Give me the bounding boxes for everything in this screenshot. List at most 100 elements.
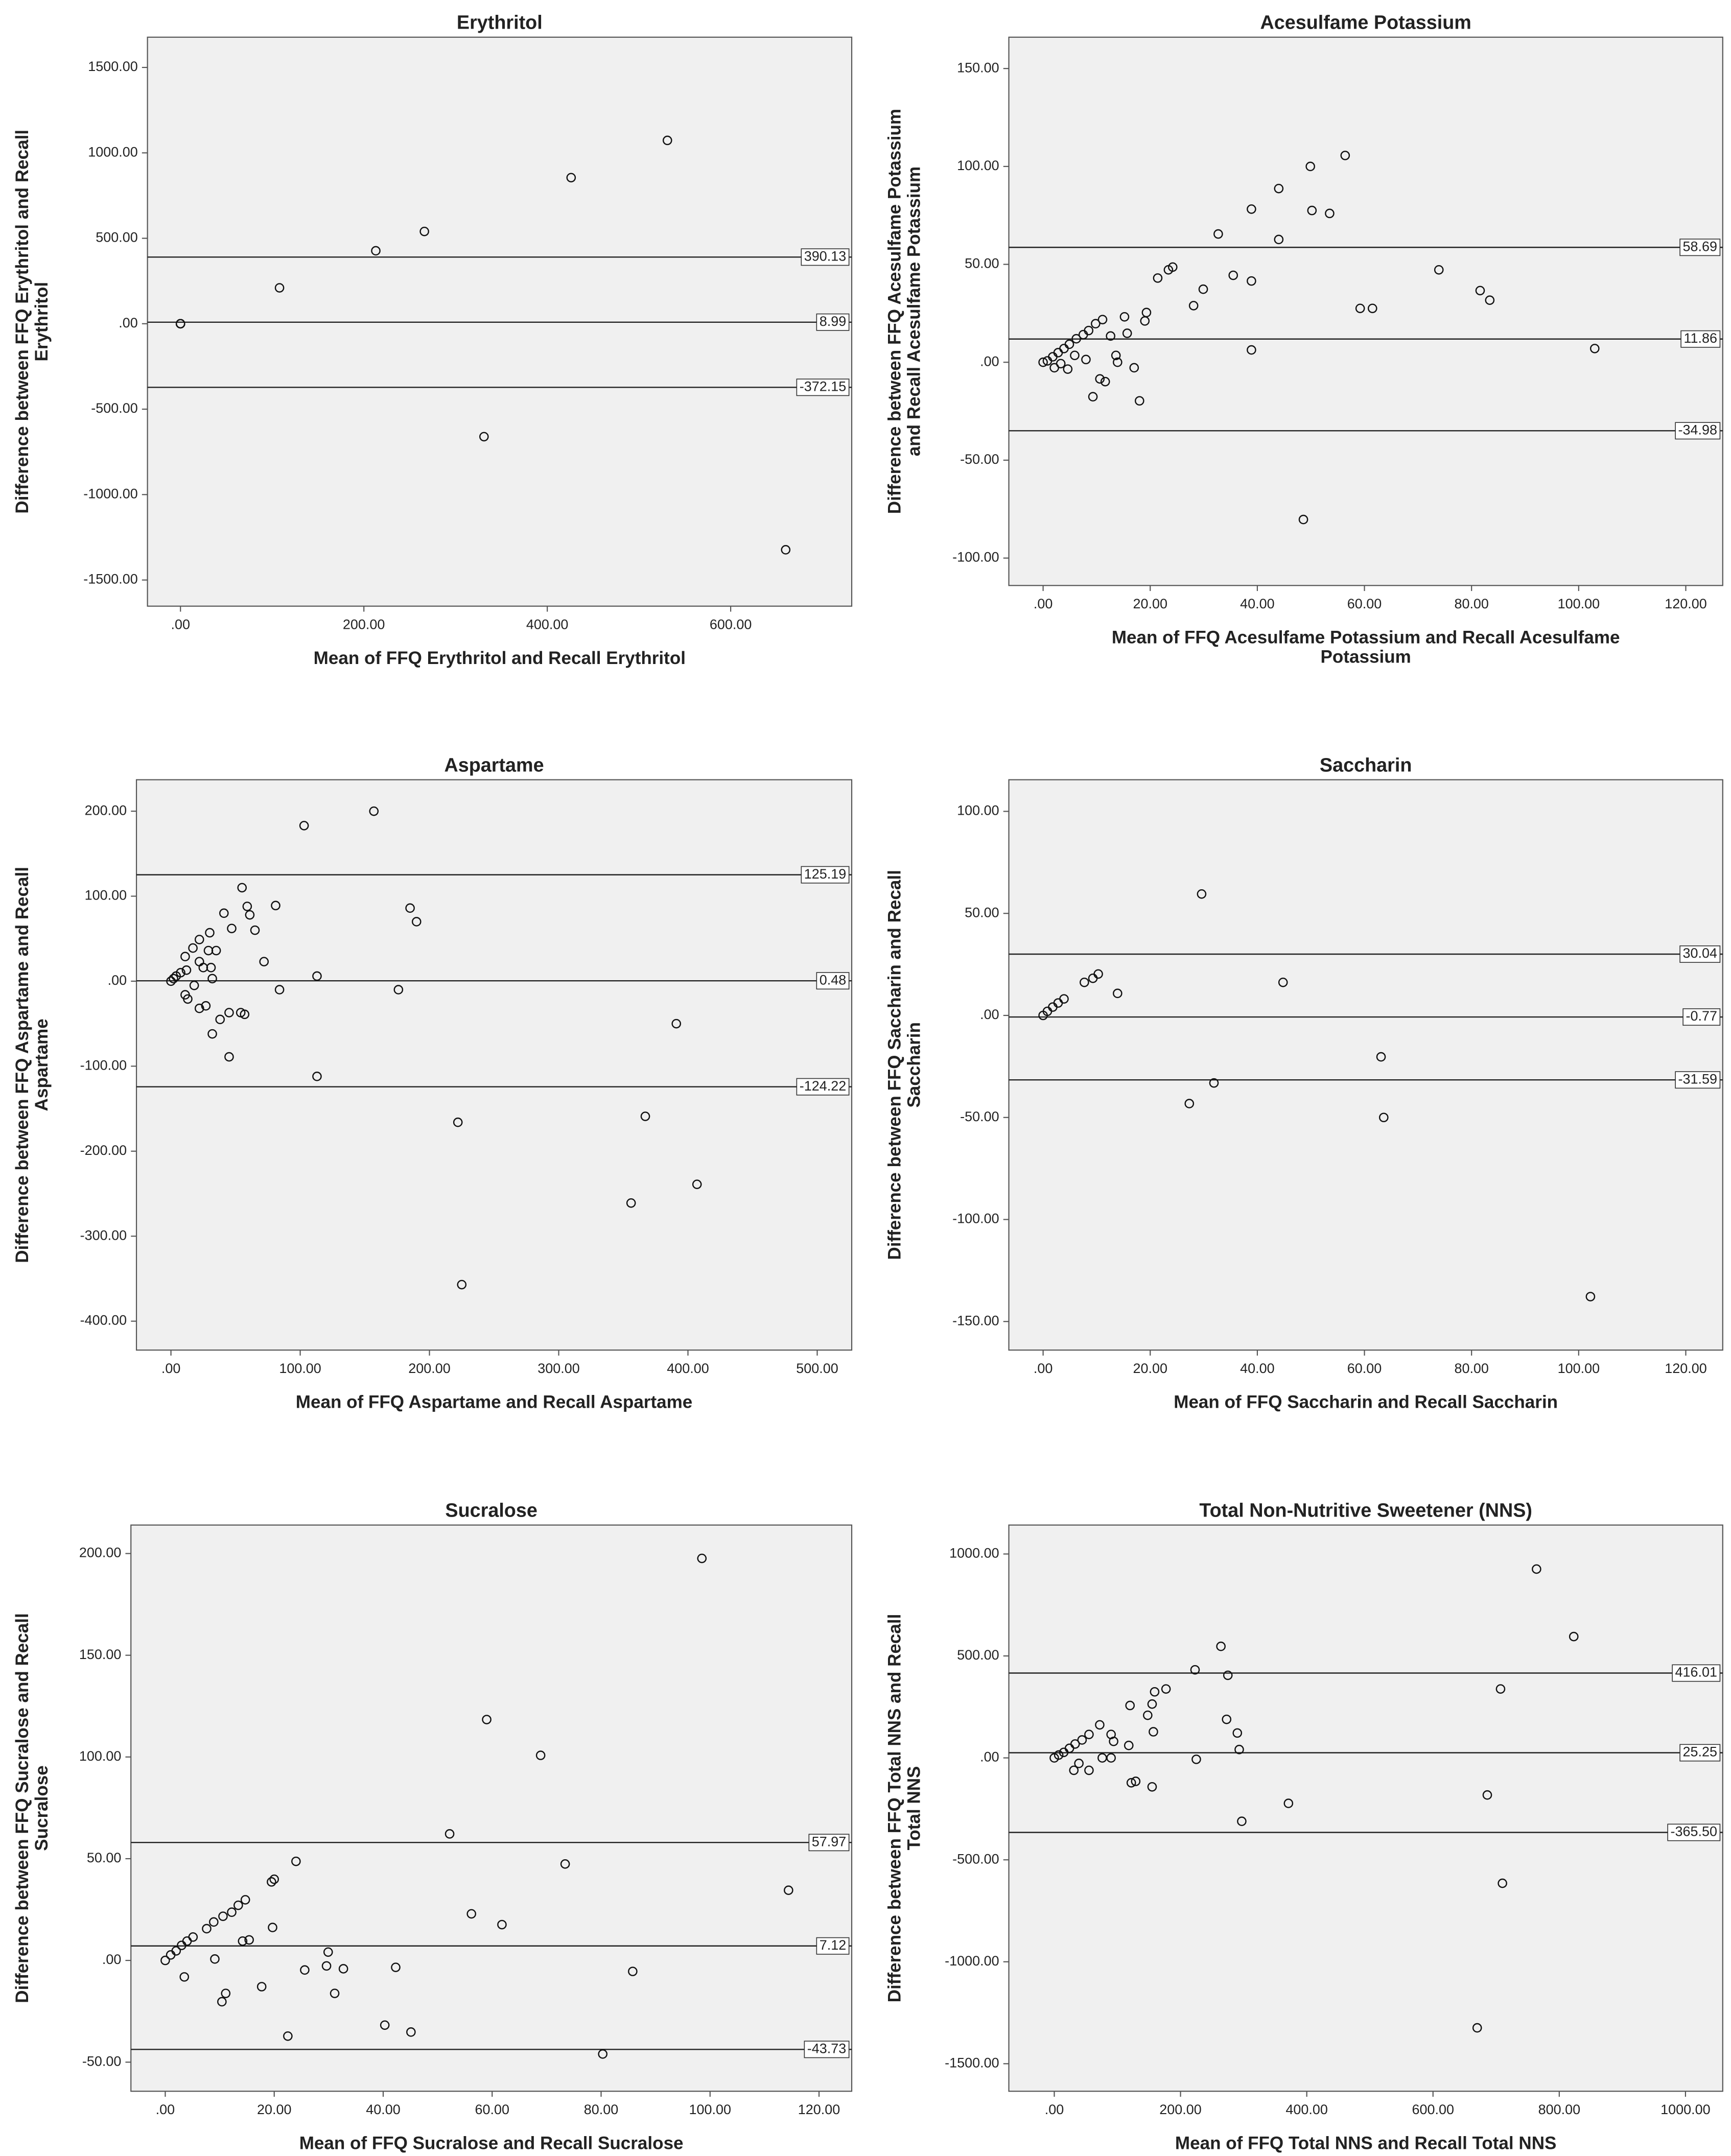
point (166, 1950, 176, 1960)
point (194, 935, 204, 944)
x-tick-label: 100.00 (689, 2102, 732, 2117)
reference-label: -372.15 (800, 378, 846, 394)
reference-label: 8.99 (820, 314, 847, 329)
point (1080, 977, 1089, 987)
reference-label-box (1679, 945, 1721, 963)
point (1059, 1747, 1069, 1758)
point (1106, 331, 1116, 341)
y-tick-label: -200.00 (80, 1143, 127, 1158)
y-tick-label: 1000.00 (949, 1546, 999, 1561)
chart-title: Saccharin (1320, 754, 1412, 776)
point (1084, 1765, 1094, 1775)
y-tick-label: -400.00 (80, 1313, 127, 1328)
y-tick-label: -500.00 (952, 1851, 999, 1866)
point (1091, 319, 1101, 329)
y-tick-label: 500.00 (96, 230, 138, 245)
x-axis-label: Mean of FFQ Saccharin and Recall Sacchar… (1174, 1392, 1558, 1412)
y-tick-label: -50.00 (960, 452, 999, 467)
point (1124, 1740, 1134, 1750)
point (177, 1940, 186, 1950)
x-tick-label: 800.00 (1538, 2102, 1581, 2117)
y-tick-label: 200.00 (79, 1545, 122, 1560)
point (237, 883, 247, 893)
x-tick-label: .00 (1045, 2102, 1064, 2117)
point (1209, 1078, 1219, 1088)
y-tick-label: 1500.00 (88, 59, 138, 74)
point (338, 1964, 348, 1974)
point (209, 1917, 219, 1927)
y-tick-label: 1000.00 (88, 144, 138, 159)
point (1069, 1765, 1079, 1775)
point (1228, 270, 1238, 280)
point (453, 1117, 463, 1127)
reference-label-box (808, 1834, 850, 1852)
point (242, 902, 252, 911)
point (1367, 303, 1377, 314)
point (560, 1859, 570, 1869)
point (1222, 1714, 1232, 1724)
point (628, 1967, 638, 1976)
point (1485, 295, 1495, 305)
point (1126, 1778, 1136, 1788)
y-tick-label: 200.00 (85, 802, 127, 818)
point (445, 1829, 455, 1839)
y-axis-label: Aspartame (32, 1018, 52, 1111)
point (1161, 1684, 1171, 1694)
point (244, 1935, 254, 1945)
reference-label-box (1682, 1008, 1721, 1026)
point (419, 226, 429, 236)
reference-label: 57.97 (812, 1834, 847, 1849)
point (1077, 1735, 1087, 1745)
y-tick-label: -50.00 (82, 2053, 121, 2069)
point (1283, 1798, 1294, 1808)
point (781, 545, 791, 555)
chart-title: Total Non-Nutritive Sweetener (NNS) (1199, 1500, 1532, 1522)
point (1355, 303, 1365, 314)
point (784, 1885, 793, 1896)
point (692, 1179, 702, 1189)
point (179, 1972, 190, 1982)
reference-label: -31.59 (1678, 1071, 1717, 1086)
point (1140, 316, 1150, 326)
y-tick-label: -1000.00 (83, 486, 137, 501)
point (1376, 1052, 1386, 1062)
point (188, 943, 198, 953)
chart-title: Erythritol (457, 12, 543, 34)
x-tick-label: 100.00 (1558, 1361, 1600, 1376)
point (671, 1018, 682, 1029)
point (1147, 1699, 1157, 1709)
point (1434, 265, 1444, 275)
point (1213, 229, 1223, 239)
point (1378, 1112, 1389, 1123)
reference-label-box (1667, 1823, 1721, 1841)
reference-label-box (1679, 239, 1721, 256)
point (1042, 356, 1052, 366)
point (1498, 1878, 1507, 1888)
point (330, 1988, 340, 1998)
point (274, 283, 285, 293)
reference-label-box (1675, 422, 1721, 440)
point (1097, 315, 1108, 324)
point (697, 1553, 707, 1563)
point (1095, 1720, 1105, 1730)
point (1038, 1010, 1048, 1021)
point (1074, 1759, 1084, 1768)
point (227, 1907, 237, 1917)
reference-label-box (816, 972, 850, 990)
point (245, 910, 255, 920)
reference-label: -365.50 (1671, 1824, 1717, 1839)
reference-label-box (801, 248, 850, 266)
reference-label: 416.01 (1675, 1665, 1718, 1680)
point (1532, 1564, 1541, 1574)
x-tick-label: .00 (161, 1361, 181, 1376)
point (215, 1014, 225, 1025)
y-tick-label: 150.00 (957, 60, 999, 75)
reference-label-box (1679, 1744, 1721, 1762)
point (219, 908, 229, 918)
x-tick-label: 400.00 (667, 1361, 709, 1376)
point (662, 135, 672, 146)
reference-label-box (796, 1078, 850, 1096)
point (183, 994, 193, 1004)
panel: Aspartame Mean of FFQ Aspartame and Recal… (12, 754, 853, 1412)
point (207, 974, 217, 984)
